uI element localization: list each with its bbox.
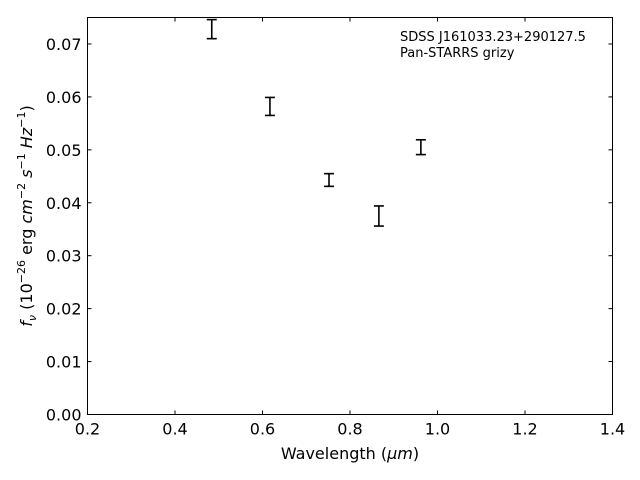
y-tick-label: 0.00 (46, 406, 82, 425)
x-tick-label: 0.8 (337, 420, 362, 439)
y-axis-label: fν (10−26 erg cm−2 s−1 Hz−1) (15, 105, 39, 326)
x-tick-label: 0.2 (75, 420, 100, 439)
error-bar (206, 18, 217, 40)
x-tick-label: 0.4 (162, 420, 187, 439)
x-tick-label: 0.6 (250, 420, 275, 439)
y-tick-label: 0.02 (46, 300, 82, 319)
error-bar (415, 138, 426, 156)
x-axis: 0.2 0.4 0.6 0.8 1.0 1.2 1.4 (75, 17, 625, 439)
y-tick-label: 0.06 (46, 88, 82, 107)
annotation-line-2: Pan-STARRS grizy (400, 46, 515, 61)
y-tick-label: 0.04 (46, 194, 82, 213)
error-bar (264, 96, 275, 117)
plot-frame (87, 17, 613, 415)
x-axis-label: Wavelength (μm) (281, 444, 419, 463)
y-tick-label: 0.03 (46, 247, 82, 266)
x-tick-label: 1.0 (425, 420, 450, 439)
y-tick-label: 0.01 (46, 353, 82, 372)
y-tick-label: 0.07 (46, 35, 82, 54)
data-points (206, 18, 426, 227)
x-tick-label: 1.4 (600, 420, 625, 439)
error-bar (373, 205, 384, 227)
annotation-line-1: SDSS J161033.23+290127.5 (400, 30, 586, 45)
x-tick-label: 1.2 (512, 420, 537, 439)
error-bar (324, 172, 334, 188)
y-axis: 0.00 0.01 0.02 0.03 0.04 0.05 0.06 0.07 (46, 35, 613, 425)
y-tick-label: 0.05 (46, 141, 82, 160)
